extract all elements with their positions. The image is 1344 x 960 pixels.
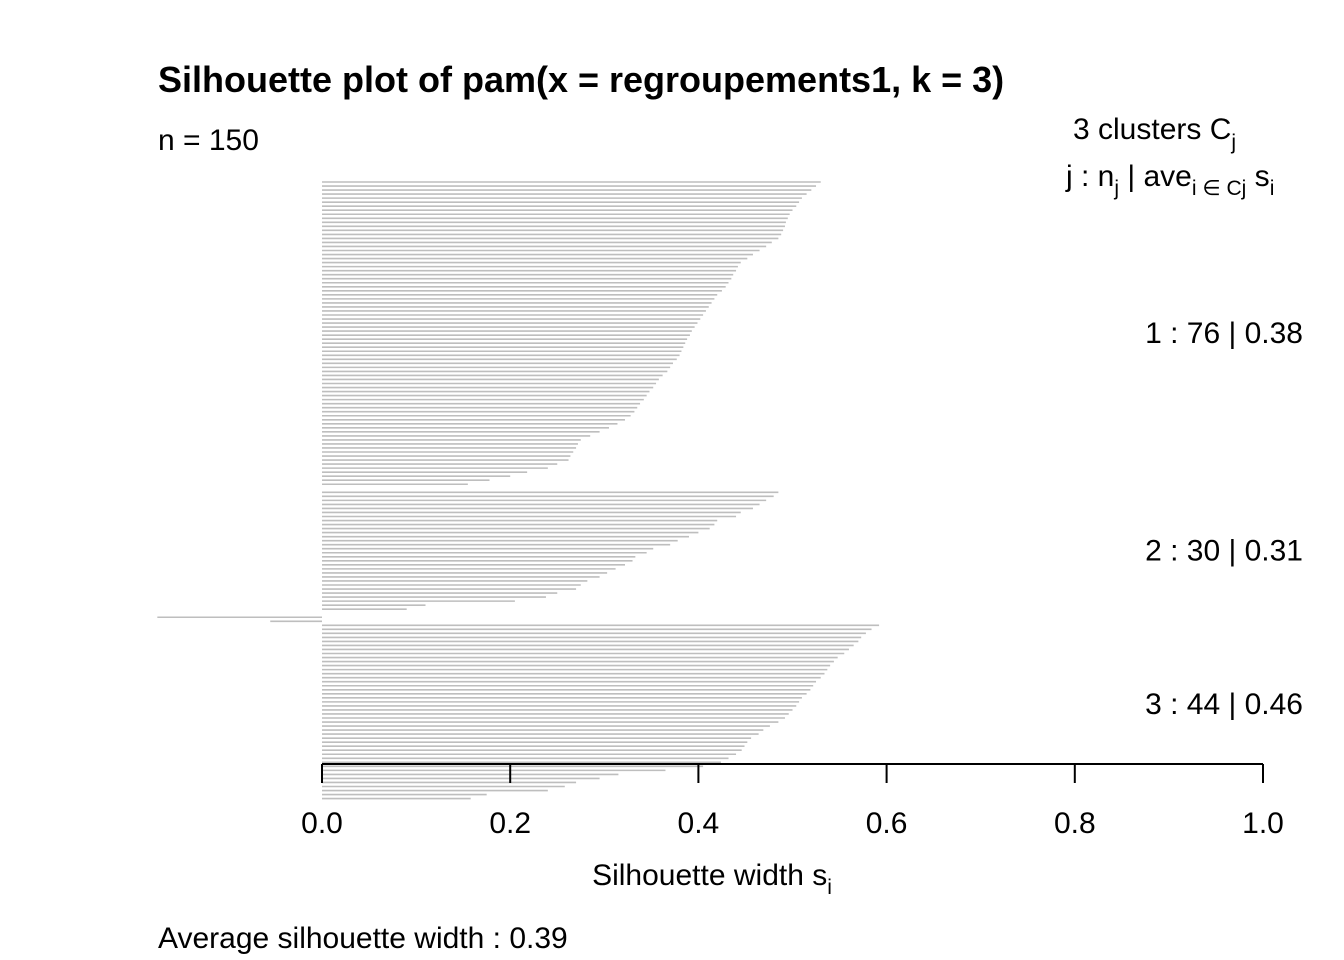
x-axis-label: Silhouette width si xyxy=(592,859,832,899)
x-tick-label-1: 0.2 xyxy=(489,807,531,840)
cluster-label-2: 2 : 30 | 0.31 xyxy=(1145,535,1303,568)
clusters-header-sub: j xyxy=(1230,131,1236,154)
average-width-footer: Average silhouette width : 0.39 xyxy=(158,922,568,955)
x-tick-label-4: 0.8 xyxy=(1054,807,1096,840)
silhouette-bars xyxy=(157,181,880,800)
columns-header: j : nj | avei ∈ Cj si xyxy=(1065,160,1274,200)
clusters-header: 3 clusters Cj xyxy=(1073,113,1236,154)
cluster-label-1: 1 : 76 | 0.38 xyxy=(1145,317,1303,350)
x-tick-label-3: 0.6 xyxy=(866,807,908,840)
x-tick-label-2: 0.4 xyxy=(678,807,720,840)
columns-header-b-sub: i ∈ Cj xyxy=(1192,177,1246,200)
columns-header-c: s xyxy=(1246,160,1269,193)
x-axis: 0.0 0.2 0.4 0.6 0.8 1.0 xyxy=(301,763,1284,840)
columns-header-a: j : n xyxy=(1065,160,1114,193)
cluster-label-3: 3 : 44 | 0.46 xyxy=(1145,688,1303,721)
clusters-header-main: 3 clusters C xyxy=(1073,113,1231,146)
columns-header-b: | ave xyxy=(1119,160,1192,193)
cluster-labels: 1 : 76 | 0.38 2 : 30 | 0.31 3 : 44 | 0.46 xyxy=(1145,317,1303,721)
x-axis-label-main: Silhouette width s xyxy=(592,859,827,892)
x-tick-label-0: 0.0 xyxy=(301,807,343,840)
chart-title: Silhouette plot of pam(x = regroupements… xyxy=(158,59,1004,100)
x-axis-label-sub: i xyxy=(827,876,832,899)
columns-header-a-sub: j xyxy=(1113,177,1119,200)
x-tick-label-5: 1.0 xyxy=(1242,807,1284,840)
n-label: n = 150 xyxy=(158,124,259,157)
columns-header-c-sub: i xyxy=(1270,177,1275,200)
